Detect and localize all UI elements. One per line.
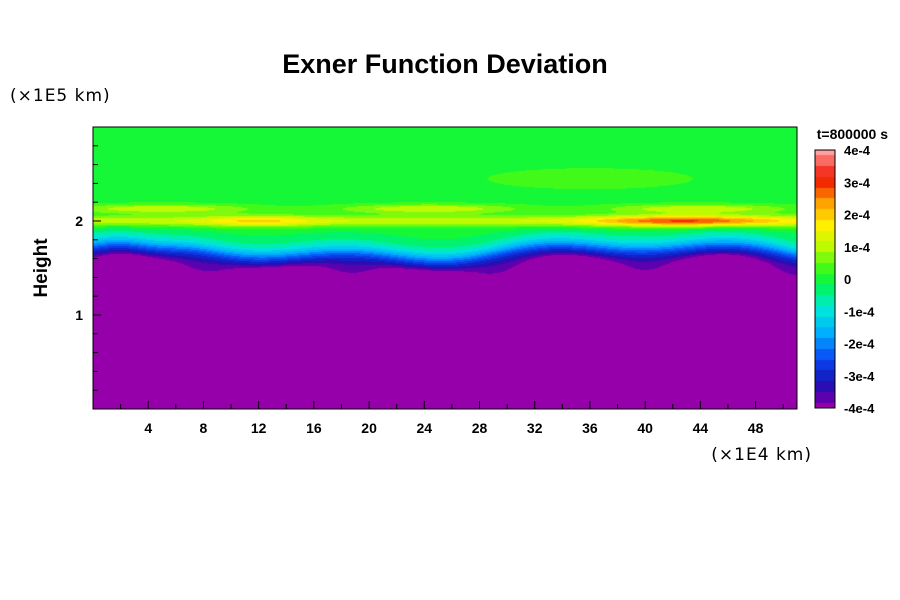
colorbar-label: -1e-4 bbox=[844, 304, 875, 319]
x-tick-label: 24 bbox=[417, 420, 433, 436]
colorbar-label: 2e-4 bbox=[844, 208, 871, 223]
x-axis-unit: (×1E4 km) bbox=[711, 445, 812, 465]
x-axis-ticks: 4 8 12 16 20 24 28 32 36 40 44 48 bbox=[120, 401, 784, 436]
colorbar-label: 4e-4 bbox=[844, 143, 871, 158]
x-tick-label: 28 bbox=[472, 420, 488, 436]
x-tick-label: 48 bbox=[748, 420, 764, 436]
colorbar-label: -4e-4 bbox=[844, 401, 875, 416]
x-tick-label: 36 bbox=[582, 420, 598, 436]
y-axis-unit: (×1E5 km) bbox=[10, 86, 111, 106]
y-axis-ticks: 12 bbox=[75, 145, 101, 391]
x-tick-label: 16 bbox=[306, 420, 322, 436]
colorbar bbox=[814, 149, 836, 409]
chart-title: Exner Function Deviation bbox=[282, 49, 608, 79]
colorbar-label: 3e-4 bbox=[844, 175, 871, 190]
colorbar-label: 0 bbox=[844, 272, 851, 287]
time-label: t=800000 s bbox=[817, 126, 888, 142]
y-tick-label: 2 bbox=[75, 213, 83, 229]
x-tick-label: 32 bbox=[527, 420, 543, 436]
colorbar-label: -3e-4 bbox=[844, 369, 875, 384]
y-tick-label: 1 bbox=[75, 307, 83, 323]
colorbar-canvas bbox=[815, 150, 835, 408]
colorbar-ticks: 4e-4 3e-4 2e-4 1e-4 0 -1e-4 -2e-4 -3e-4 -4e-4 bbox=[844, 143, 875, 416]
colorbar-label: -2e-4 bbox=[844, 337, 875, 352]
x-tick-label: 20 bbox=[361, 420, 377, 436]
y-axis-label: Height bbox=[31, 238, 52, 298]
field-canvas bbox=[93, 127, 797, 409]
x-tick-label: 44 bbox=[693, 420, 709, 436]
x-tick-label: 8 bbox=[200, 420, 208, 436]
x-tick-label: 40 bbox=[637, 420, 653, 436]
plot-frame bbox=[92, 126, 798, 410]
colorbar-label: 1e-4 bbox=[844, 240, 871, 255]
x-tick-label: 4 bbox=[144, 420, 152, 436]
plot-area bbox=[92, 126, 798, 410]
colorbar-frame bbox=[814, 149, 836, 409]
x-tick-label: 12 bbox=[251, 420, 267, 436]
